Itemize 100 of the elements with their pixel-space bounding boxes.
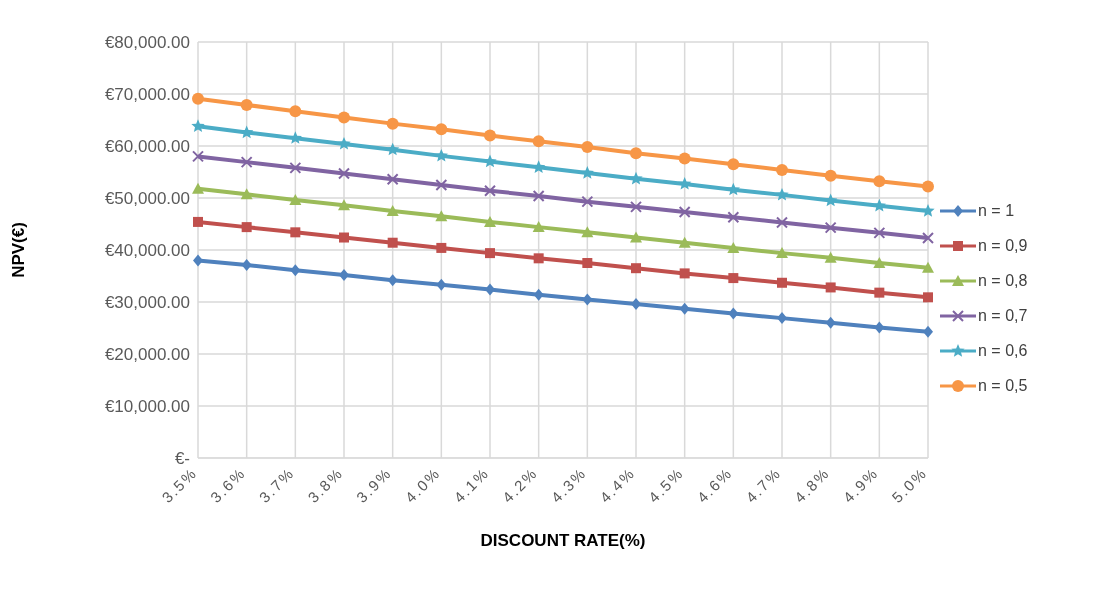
point: [192, 92, 204, 105]
point: [630, 147, 642, 160]
legend-label: n = 0,5: [978, 376, 1028, 395]
point: [193, 216, 203, 227]
point: [386, 205, 399, 216]
point: [338, 199, 350, 211]
point: [241, 259, 252, 272]
point: [435, 179, 448, 191]
point: [777, 277, 787, 288]
point: [873, 226, 886, 239]
point: [434, 148, 448, 162]
point: [288, 131, 302, 144]
point: [581, 195, 594, 208]
point: [678, 206, 691, 219]
point: [436, 278, 447, 291]
point: [824, 193, 838, 207]
point: [289, 105, 302, 118]
point: [338, 111, 350, 124]
point: [777, 312, 787, 325]
point: [581, 141, 594, 154]
point: [726, 182, 740, 196]
point: [824, 221, 837, 234]
point: [581, 226, 594, 238]
y-tick-label: €40,000.00: [104, 241, 190, 261]
point: [631, 263, 641, 274]
point: [873, 175, 886, 188]
point: [679, 302, 690, 315]
point: [339, 232, 349, 243]
point: [485, 283, 495, 296]
x-axis-title: DISCOUNT RATE(%): [480, 531, 646, 550]
y-axis-title: NPV(€): [9, 222, 29, 278]
point: [484, 129, 496, 142]
point: [922, 232, 934, 245]
y-tick-label: €20,000.00: [104, 345, 190, 365]
point: [727, 158, 740, 171]
point: [240, 156, 253, 169]
y-tick-label: €80,000.00: [104, 33, 190, 53]
point: [192, 182, 204, 194]
point: [678, 176, 692, 190]
point: [824, 169, 837, 182]
point: [241, 222, 252, 233]
y-tick-label: €10,000.00: [104, 397, 190, 417]
point: [630, 200, 642, 213]
point: [532, 135, 545, 148]
point: [484, 184, 496, 197]
point: [386, 117, 399, 130]
point: [240, 125, 254, 139]
point: [435, 123, 448, 136]
point: [825, 282, 836, 293]
point: [339, 268, 349, 281]
point: [533, 253, 544, 264]
point: [873, 257, 886, 268]
point: [874, 287, 885, 298]
point: [776, 247, 788, 259]
point: [289, 194, 302, 206]
point: [387, 237, 398, 248]
point: [485, 248, 495, 259]
point: [387, 274, 398, 287]
legend-label: n = 1: [978, 201, 1015, 220]
point: [337, 136, 351, 150]
point: [386, 173, 399, 186]
point: [922, 261, 934, 273]
point: [776, 163, 788, 176]
point: [290, 264, 301, 277]
point: [776, 216, 788, 229]
y-tick-label: €70,000.00: [104, 85, 190, 105]
point: [872, 198, 886, 212]
point: [436, 242, 447, 253]
point: [240, 98, 253, 111]
point: [921, 204, 935, 217]
legend-label: n = 0,6: [978, 341, 1028, 360]
point: [727, 241, 740, 253]
legend-label: n = 0,8: [978, 271, 1028, 290]
legend-label: n = 0,9: [978, 236, 1028, 255]
point: [484, 215, 496, 227]
y-tick-label: €60,000.00: [104, 137, 190, 157]
point: [629, 171, 643, 185]
y-tick-label: €-: [174, 449, 190, 469]
point: [923, 325, 933, 338]
point: [775, 187, 789, 201]
y-tick-label: €50,000.00: [104, 189, 190, 209]
point: [678, 152, 691, 165]
point: [192, 150, 204, 163]
point: [630, 231, 642, 243]
point: [533, 288, 544, 301]
point: [631, 298, 641, 311]
point: [580, 166, 594, 179]
point: [435, 210, 448, 222]
point: [532, 221, 545, 233]
point: [727, 211, 740, 224]
point: [240, 188, 253, 200]
point: [386, 142, 400, 156]
point: [191, 119, 205, 132]
point: [825, 316, 836, 329]
y-tick-label: €30,000.00: [104, 293, 190, 313]
point: [193, 254, 203, 267]
point: [338, 167, 350, 180]
point: [678, 236, 691, 248]
point: [922, 180, 934, 193]
point: [582, 258, 593, 268]
